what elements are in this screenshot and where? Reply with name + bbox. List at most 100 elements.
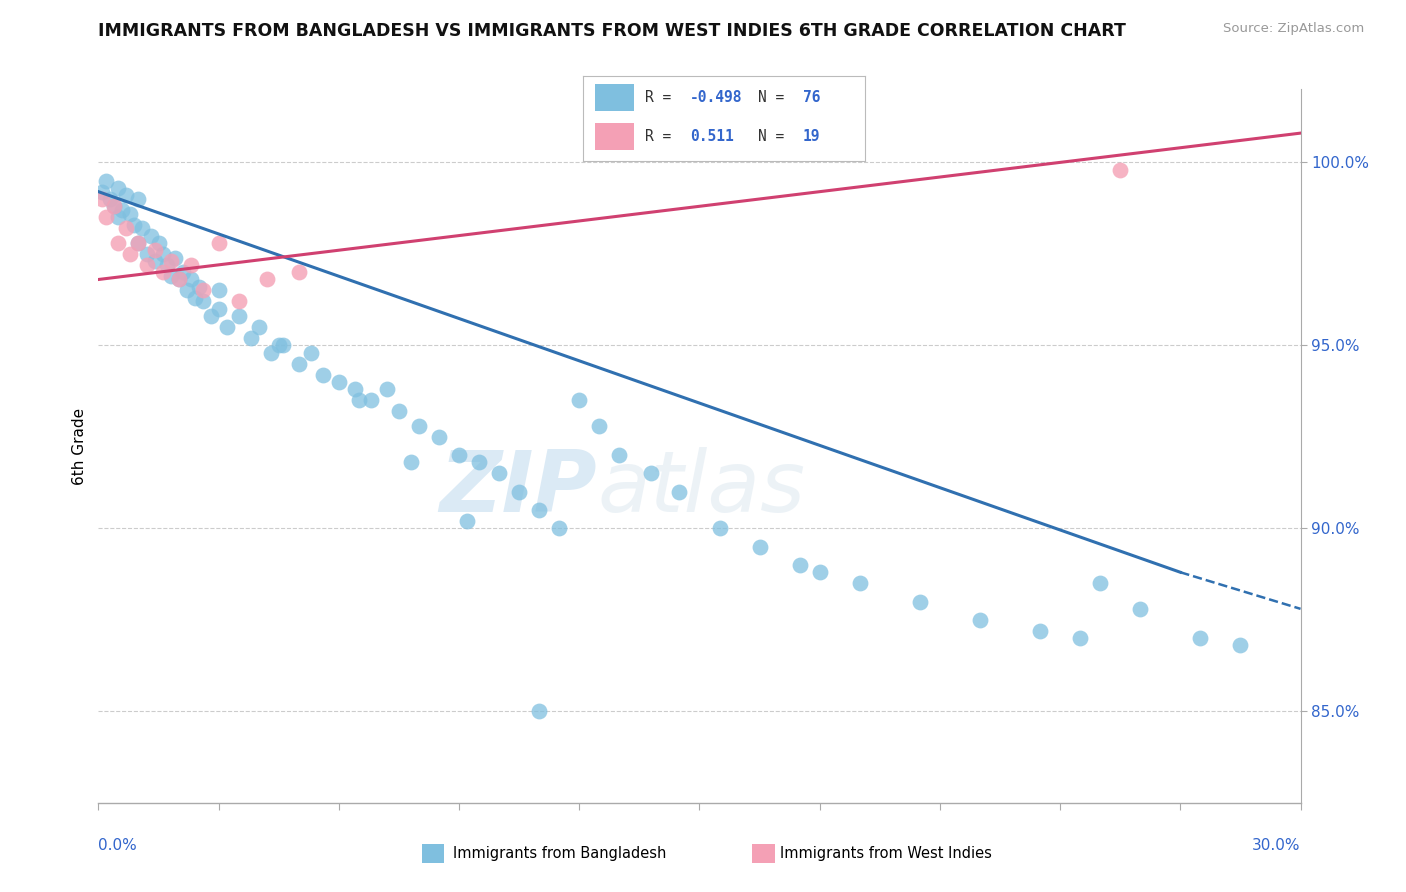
Point <box>180 272 202 286</box>
Text: R =: R = <box>645 129 681 145</box>
Point <box>128 235 150 250</box>
Point <box>167 272 190 286</box>
Point <box>103 199 125 213</box>
Text: Source: ZipAtlas.com: Source: ZipAtlas.com <box>1223 22 1364 36</box>
Bar <box>595 123 634 151</box>
Point <box>215 320 238 334</box>
Point <box>568 393 591 408</box>
Point <box>96 211 118 225</box>
Point <box>148 235 170 250</box>
Point <box>120 206 142 220</box>
Point <box>849 576 872 591</box>
Point <box>139 228 162 243</box>
Point <box>748 540 770 554</box>
Bar <box>595 85 634 112</box>
Point <box>103 199 125 213</box>
Text: 19: 19 <box>803 129 820 145</box>
Text: ZIP: ZIP <box>440 447 598 531</box>
Point <box>200 309 222 323</box>
Point <box>135 247 157 261</box>
Point <box>135 258 157 272</box>
Point <box>529 503 551 517</box>
Point <box>299 345 322 359</box>
Point <box>159 268 181 283</box>
Point <box>488 467 510 481</box>
Point <box>152 247 174 261</box>
Point <box>167 272 190 286</box>
Point <box>1109 162 1132 177</box>
Point <box>1029 624 1052 638</box>
Point <box>120 247 142 261</box>
Point <box>247 320 270 334</box>
Point <box>588 418 610 433</box>
Point <box>187 280 209 294</box>
Point <box>468 455 491 469</box>
Point <box>124 218 146 232</box>
Text: -0.498: -0.498 <box>690 90 742 105</box>
Text: Immigrants from Bangladesh: Immigrants from Bangladesh <box>453 847 666 861</box>
Point <box>183 291 205 305</box>
Point <box>91 192 114 206</box>
Point <box>1229 639 1251 653</box>
Point <box>208 301 231 316</box>
Point <box>375 382 398 396</box>
Point <box>208 284 231 298</box>
Point <box>668 484 690 499</box>
Point <box>152 265 174 279</box>
Point <box>128 235 150 250</box>
Point <box>191 294 214 309</box>
Point <box>228 309 250 323</box>
Text: 0.511: 0.511 <box>690 129 734 145</box>
Point <box>176 284 198 298</box>
Point <box>131 221 153 235</box>
Point <box>111 202 134 217</box>
Text: 30.0%: 30.0% <box>1253 838 1301 854</box>
Text: N =: N = <box>758 129 793 145</box>
Point <box>155 258 177 272</box>
Point <box>91 185 114 199</box>
Point <box>163 251 186 265</box>
Point <box>159 254 181 268</box>
Point <box>191 284 214 298</box>
Point <box>456 514 478 528</box>
Text: N =: N = <box>758 90 793 105</box>
Point <box>969 613 991 627</box>
Point <box>107 235 129 250</box>
Point <box>640 467 662 481</box>
Point <box>388 404 411 418</box>
Point <box>908 594 931 608</box>
Text: IMMIGRANTS FROM BANGLADESH VS IMMIGRANTS FROM WEST INDIES 6TH GRADE CORRELATION : IMMIGRANTS FROM BANGLADESH VS IMMIGRANTS… <box>98 22 1126 40</box>
Text: Immigrants from West Indies: Immigrants from West Indies <box>780 847 993 861</box>
Point <box>228 294 250 309</box>
Point <box>115 188 138 202</box>
Point <box>180 258 202 272</box>
Point <box>115 221 138 235</box>
Point <box>447 448 470 462</box>
Point <box>328 375 350 389</box>
Point <box>128 192 150 206</box>
Text: 76: 76 <box>803 90 820 105</box>
Point <box>399 455 422 469</box>
Point <box>100 192 122 206</box>
Point <box>548 521 571 535</box>
Point <box>427 430 450 444</box>
Point <box>208 235 231 250</box>
Point <box>808 566 831 580</box>
Point <box>96 174 118 188</box>
Point <box>508 484 530 499</box>
Point <box>267 338 290 352</box>
Point <box>287 357 309 371</box>
Point <box>143 254 166 268</box>
Point <box>260 345 283 359</box>
Point <box>271 338 294 352</box>
Point <box>408 418 430 433</box>
Point <box>1189 631 1212 645</box>
Point <box>343 382 366 396</box>
Point <box>360 393 382 408</box>
Point <box>529 704 551 718</box>
Point <box>1069 631 1091 645</box>
Point <box>287 265 309 279</box>
Point <box>347 393 370 408</box>
Point <box>107 211 129 225</box>
Point <box>143 244 166 258</box>
